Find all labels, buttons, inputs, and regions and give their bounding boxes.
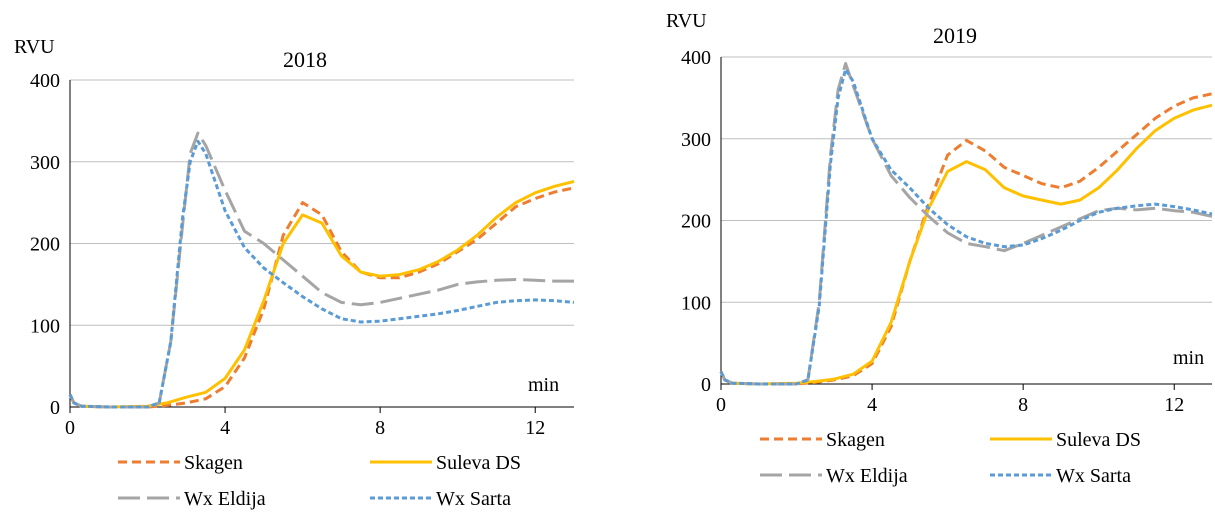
x-tick-label: 4	[220, 417, 230, 439]
legend-label: Wx Eldija	[826, 465, 908, 487]
y-tick-label: 200	[30, 234, 60, 256]
legend-label: Wx Sarta	[1056, 465, 1131, 487]
x-tick-label: 8	[375, 417, 385, 439]
y-tick-label: 400	[681, 47, 711, 69]
series-line-wx-sarta	[68, 139, 575, 409]
series-line-skagen	[719, 92, 1213, 386]
x-tick-label: 12	[525, 417, 545, 439]
series-line-suleva-ds	[719, 103, 1213, 386]
series-line-suleva-ds	[68, 179, 575, 409]
legend-label: Skagen	[184, 452, 243, 474]
y-tick-labels: 0 100 200 300 400	[30, 70, 60, 419]
legend-item: Skagen	[760, 429, 885, 451]
legend-item: Wx Sarta	[370, 488, 511, 510]
axes	[69, 80, 574, 413]
series-line-skagen	[68, 186, 575, 409]
y-tick-label: 300	[681, 129, 711, 151]
x-tick-label: 0	[65, 417, 75, 439]
x-tick-label: 0	[716, 394, 726, 416]
legend-label: Wx Eldija	[184, 488, 266, 510]
chart-title: 2019	[933, 23, 977, 48]
legend-item: Wx Eldija	[760, 465, 908, 487]
y-tick-label: 200	[681, 211, 711, 233]
series-line-wx-eldija	[68, 131, 574, 409]
x-tick-label: 8	[1018, 394, 1028, 416]
y-tick-label: 0	[50, 397, 60, 419]
axes	[720, 57, 1212, 390]
legend-item: Wx Eldija	[118, 488, 266, 510]
legend-item: Skagen	[118, 452, 243, 474]
x-axis-label: min	[1173, 347, 1204, 369]
series-lines	[719, 62, 1213, 386]
y-axis-label: RVU	[14, 36, 55, 58]
legend: Skagen Suleva DS Wx Eldija Wx Sarta	[760, 429, 1141, 487]
y-axis-label: RVU	[666, 10, 707, 32]
y-tick-label: 100	[681, 292, 711, 314]
legend-label: Suleva DS	[1056, 429, 1141, 451]
series-lines	[68, 131, 575, 409]
x-tick-labels: 0 4 8 12	[716, 394, 1184, 416]
series-line-wx-sarta	[719, 67, 1213, 386]
legend-item: Suleva DS	[370, 452, 521, 474]
legend: Skagen Suleva DS Wx Eldija Wx Sarta	[118, 452, 521, 510]
gridlines	[70, 79, 574, 326]
y-tick-labels: 0 100 200 300 400	[681, 47, 711, 396]
series-line-wx-eldija	[719, 62, 1213, 386]
y-tick-label: 400	[30, 70, 60, 92]
gridlines	[721, 56, 1212, 303]
y-tick-label: 300	[30, 152, 60, 174]
legend-label: Wx Sarta	[436, 488, 511, 510]
x-tick-label: 12	[1164, 394, 1184, 416]
y-tick-label: 100	[30, 315, 60, 337]
x-axis-label: min	[528, 374, 559, 396]
legend-item: Wx Sarta	[990, 465, 1131, 487]
legend-label: Skagen	[826, 429, 885, 451]
legend-label: Suleva DS	[436, 452, 521, 474]
y-tick-label: 0	[701, 374, 711, 396]
legend-item: Suleva DS	[990, 429, 1141, 451]
x-tick-label: 4	[867, 394, 877, 416]
chart-title: 2018	[283, 47, 327, 72]
x-tick-labels: 0 4 8 12	[65, 417, 545, 439]
